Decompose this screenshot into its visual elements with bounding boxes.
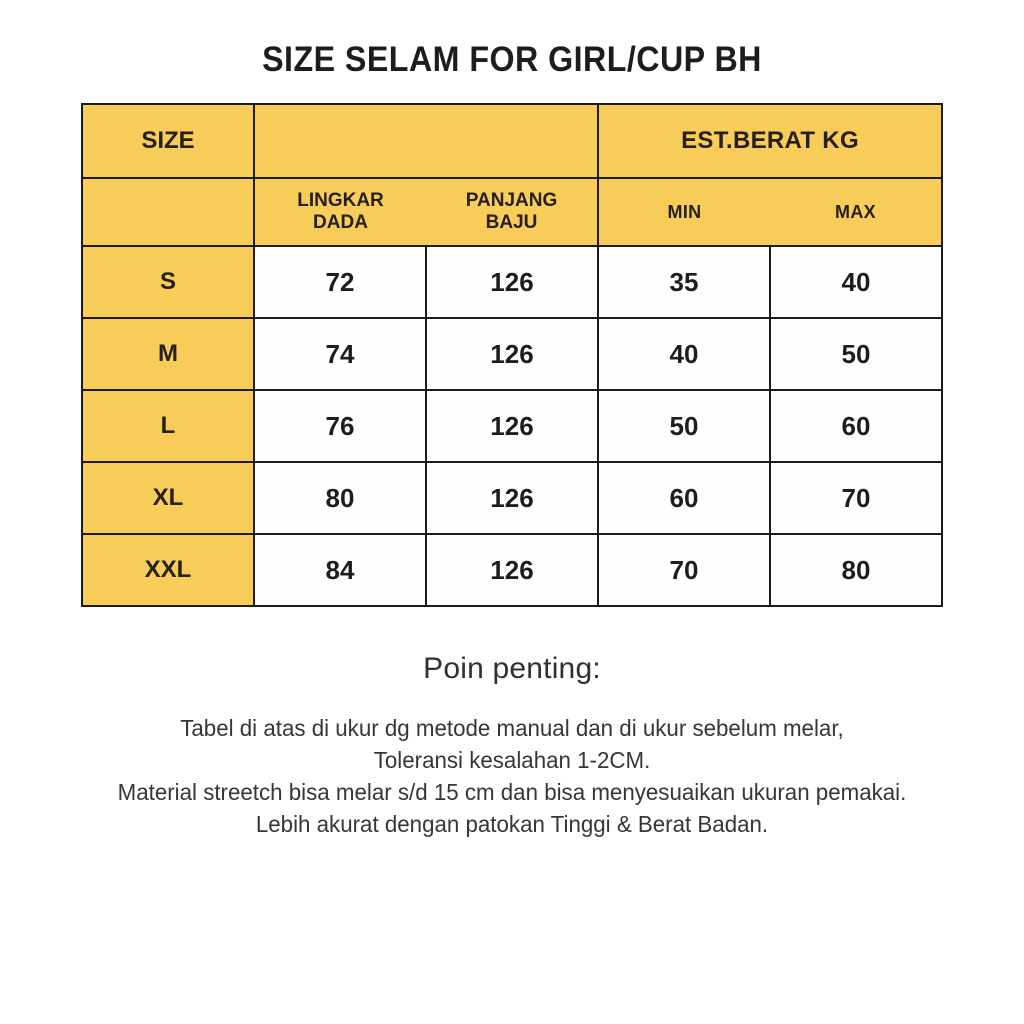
notes-line: Tabel di atas di ukur dg metode manual d… xyxy=(180,715,844,741)
notes-line: Material streetch bisa melar s/d 15 cm d… xyxy=(117,779,907,805)
header-measure-labels-cell: LINGKAR DADA PANJANG BAJU xyxy=(253,177,599,247)
header-row-1: SIZE EST.BERAT KG xyxy=(81,103,943,179)
header-minmax-cell: MIN MAX xyxy=(597,177,943,247)
size-cell: M xyxy=(81,317,255,391)
notes-section: Poin penting: Tabel di atas di ukur dg m… xyxy=(0,652,1024,840)
notes-heading: Poin penting: xyxy=(423,652,601,685)
panjang-baju-cell: 126 xyxy=(425,461,599,535)
table-row-m: M 74 126 40 50 xyxy=(81,317,943,391)
header-measure-group-cell xyxy=(253,103,599,179)
table-row-s: S 72 126 35 40 xyxy=(81,245,943,319)
page-title: SIZE SELAM FOR GIRL/CUP BH xyxy=(262,40,762,79)
header-min: MIN xyxy=(667,201,702,222)
header-size-spacer-cell xyxy=(81,177,255,247)
max-cell: 80 xyxy=(769,533,943,607)
measure-labels: LINGKAR DADA PANJANG BAJU xyxy=(256,190,596,234)
max-cell: 70 xyxy=(769,461,943,535)
panjang-baju-cell: 126 xyxy=(425,245,599,319)
lingkar-dada-cell: 76 xyxy=(253,389,427,463)
min-cell: 70 xyxy=(597,533,771,607)
min-cell: 35 xyxy=(597,245,771,319)
lingkar-dada-cell: 74 xyxy=(253,317,427,391)
table-row-l: L 76 126 50 60 xyxy=(81,389,943,463)
lingkar-dada-cell: 84 xyxy=(253,533,427,607)
lingkar-dada-cell: 72 xyxy=(253,245,427,319)
header-lingkar-dada: LINGKAR DADA xyxy=(256,190,426,234)
max-cell: 60 xyxy=(769,389,943,463)
header-lingkar-dada-text: LINGKAR DADA xyxy=(297,190,384,233)
size-chart-table: SIZE EST.BERAT KG LINGKAR DADA PANJANG B… xyxy=(81,103,943,607)
header-max: MAX xyxy=(835,201,876,222)
table-row-xxl: XXL 84 126 70 80 xyxy=(81,533,943,607)
max-cell: 40 xyxy=(769,245,943,319)
min-cell: 60 xyxy=(597,461,771,535)
panjang-baju-cell: 126 xyxy=(425,317,599,391)
notes-line: Toleransi kesalahan 1-2CM. xyxy=(373,747,651,773)
size-cell: XXL xyxy=(81,533,255,607)
header-panjang-baju-text: PANJANG BAJU xyxy=(465,190,558,233)
panjang-baju-cell: 126 xyxy=(425,389,599,463)
header-row-2: LINGKAR DADA PANJANG BAJU MIN MAX xyxy=(81,177,943,247)
panjang-baju-cell: 126 xyxy=(425,533,599,607)
header-size-cell: SIZE xyxy=(81,103,255,179)
min-cell: 50 xyxy=(597,389,771,463)
size-cell: XL xyxy=(81,461,255,535)
size-cell: S xyxy=(81,245,255,319)
minmax-labels: MIN MAX xyxy=(600,201,940,223)
header-panjang-baju: PANJANG BAJU xyxy=(426,190,596,234)
size-cell: L xyxy=(81,389,255,463)
table-row-xl: XL 80 126 60 70 xyxy=(81,461,943,535)
notes-line: Lebih akurat dengan patokan Tinggi & Ber… xyxy=(255,811,769,837)
max-cell: 50 xyxy=(769,317,943,391)
min-cell: 40 xyxy=(597,317,771,391)
header-est-berat-cell: EST.BERAT KG xyxy=(597,103,943,179)
lingkar-dada-cell: 80 xyxy=(253,461,427,535)
